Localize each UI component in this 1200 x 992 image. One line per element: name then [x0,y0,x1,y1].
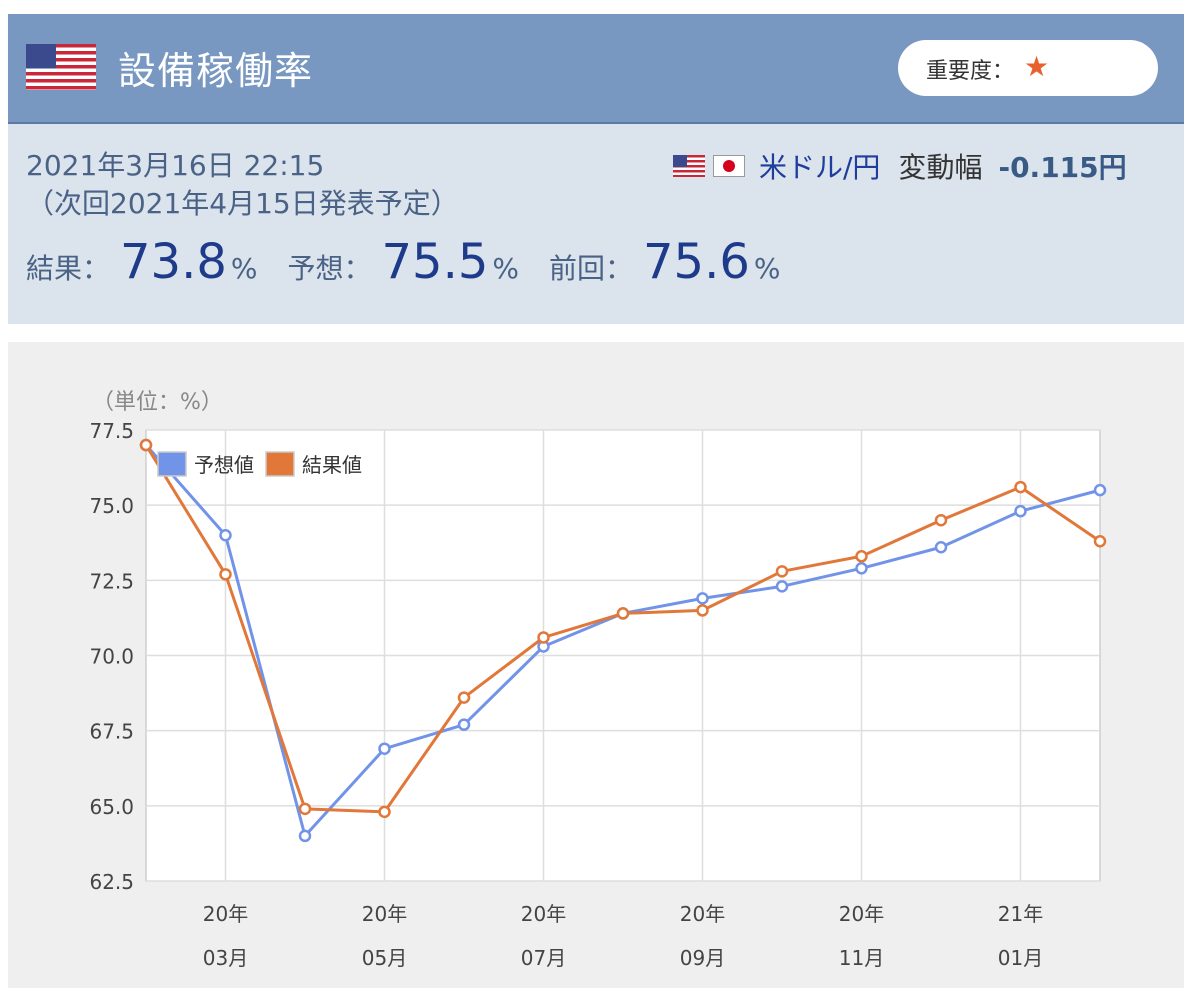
legend-swatch [157,451,187,477]
line-chart: （単位：%） 77.5 75.0 72.5 70.0 67.5 65.0 62.5 20年 03… [89,390,1107,970]
data-point [457,691,471,704]
x-tick-month: 05月 [362,946,407,970]
x-tick-month: 03月 [203,946,248,970]
x-tick-month: 07月 [521,946,566,970]
currency-pair: 米ドル/円 変動幅 -0.115円 [673,146,1127,186]
data-point [378,805,391,819]
release-info: 2021年3月16日 22:15 （次回2021年4月15日発表予定） 米ドル/… [8,124,1184,324]
us-flag-icon [26,44,96,90]
x-tick-year: 20年 [203,902,248,926]
importance-badge: 重要度： ★ [898,40,1158,96]
x-tick-year: 20年 [680,902,725,926]
unit-label: （単位：%） [92,390,223,415]
x-tick-year: 21年 [998,902,1043,926]
data-point [219,528,232,542]
data-point [298,829,312,843]
star-icon: ★ [1024,50,1050,83]
data-point [1093,534,1107,548]
range-label: 変動幅 [898,151,983,184]
data-point [298,802,312,816]
y-tick-label: 75.0 [89,494,134,518]
axis-ticks: 77.5 75.0 72.5 70.0 67.5 65.0 62.5 20年 03月 20年 05月… [89,419,1043,970]
japan-flag-icon [713,155,745,177]
legend-label: 結果値 [302,453,362,477]
data-point [537,631,550,644]
previous-label: 前回： [549,252,634,285]
forecast-unit: % [492,252,519,285]
range-value: -0.115円 [998,151,1127,184]
result-label: 結果： [26,252,111,285]
data-point [378,742,391,755]
y-tick-label: 72.5 [89,569,134,593]
legend: 予想値 結果値 [157,451,362,477]
x-tick-month: 01月 [998,946,1043,970]
data-point [1014,504,1027,518]
grid [146,429,1100,882]
data-point [775,580,789,593]
data-point [855,550,868,563]
y-tick-label: 67.5 [89,720,134,744]
indicator-header: 設備稼働率 重要度： ★ [8,14,1184,124]
data-point [219,568,232,581]
chart-panel: （単位：%） 77.5 75.0 72.5 70.0 67.5 65.0 62.5 20年 03… [8,342,1184,988]
data-point [1093,483,1107,497]
forecast-label: 予想： [287,252,372,285]
data-point [616,607,630,620]
data-point [457,718,471,731]
x-tick-month: 09月 [680,946,725,970]
next-release: （次回2021年4月15日発表予定） [26,187,459,220]
data-point [855,562,868,575]
y-tick-label: 62.5 [89,870,134,894]
x-tick-year: 20年 [521,902,566,926]
result-stats: 結果： 73.8 % 予想： 75.5 % 前回： 75.6 % [26,234,811,290]
series-lines [139,438,1107,843]
x-tick-month: 11月 [839,946,884,970]
data-point [775,565,789,578]
y-tick-label: 65.0 [89,795,134,819]
data-point [696,592,709,605]
importance-label: 重要度： [926,59,1015,84]
result-unit: % [230,252,258,285]
previous-value: 75.6 [643,234,750,290]
result-value: 73.8 [120,234,227,290]
data-point [1014,480,1027,494]
indicator-title: 設備稼働率 [118,49,314,93]
previous-unit: % [753,252,781,285]
data-point [696,604,709,617]
legend-label: 予想値 [194,453,254,477]
data-point [934,541,948,554]
x-tick-year: 20年 [839,902,884,926]
x-tick-year: 20年 [362,902,407,926]
release-date: 2021年3月16日 22:15 [26,149,325,182]
y-tick-label: 77.5 [89,419,134,443]
data-point [139,438,153,452]
legend-swatch [265,451,295,477]
data-point [934,513,948,527]
forecast-value: 75.5 [381,234,489,290]
y-tick-label: 70.0 [89,645,134,669]
currency-pair-link[interactable]: 米ドル/円 [759,151,881,184]
us-flag-icon [673,155,705,177]
